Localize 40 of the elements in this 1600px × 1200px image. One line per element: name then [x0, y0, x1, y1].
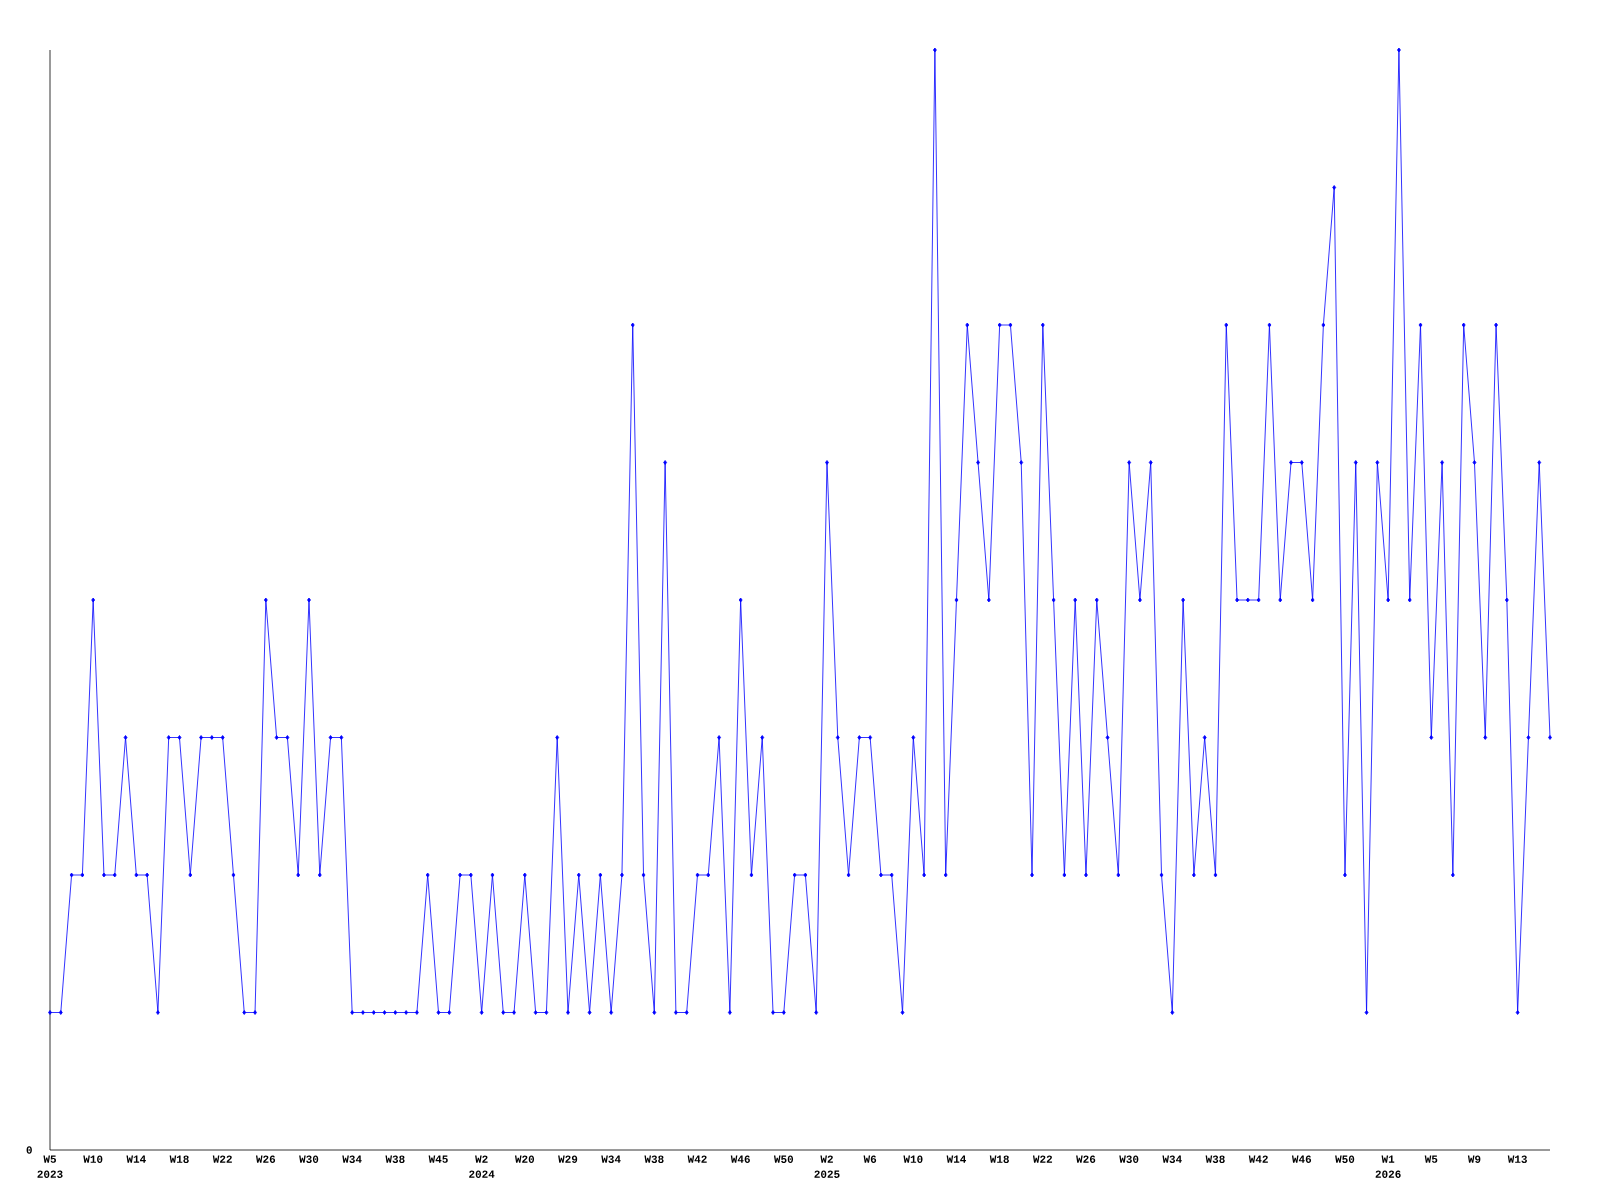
x-tick-label: W20	[514, 1155, 535, 1163]
x-tick-label: W34	[342, 1155, 362, 1163]
x-tick-label: W30	[1119, 1155, 1139, 1163]
x-tick-label: W14	[126, 1155, 146, 1163]
x-tick-label: W50	[773, 1155, 794, 1163]
x-tick-label: W46	[1291, 1155, 1312, 1163]
x-tick-label: W38	[1205, 1155, 1225, 1163]
text: 2024	[469, 1170, 495, 1178]
x-tick-label: W34	[1162, 1155, 1182, 1163]
x-tick-label: W22	[1032, 1155, 1053, 1163]
x-tick-label: W26	[1076, 1155, 1096, 1163]
x-tick-label: W18	[989, 1155, 1009, 1163]
x-tick-label: W10	[83, 1155, 103, 1163]
x-tick-label: W42	[687, 1155, 707, 1163]
x-tick-label: W5	[43, 1155, 56, 1163]
x-tick-label: W38	[644, 1155, 664, 1163]
x-tick-label: W30	[299, 1155, 319, 1163]
x-tick-label: W34	[601, 1155, 621, 1163]
x-tick-label: W22	[212, 1155, 232, 1163]
x-tick-label: W2	[475, 1155, 488, 1163]
x-tick-label: W45	[428, 1155, 448, 1163]
x-tick-label: W42	[1248, 1155, 1268, 1163]
x-tick-label: W6	[863, 1155, 877, 1163]
x-tick-label: W14	[946, 1155, 967, 1163]
x-tick-label: W10	[903, 1155, 923, 1163]
x-tick-label: W46	[730, 1155, 750, 1163]
text: 2026	[1375, 1170, 1401, 1178]
x-tick-label: W50	[1335, 1155, 1355, 1163]
x-tick-label: W29	[558, 1155, 578, 1163]
x-tick-label: W9	[1467, 1155, 1481, 1163]
text: 0	[26, 1146, 32, 1154]
x-tick-label: W13	[1507, 1155, 1527, 1163]
x-tick-label: W38	[385, 1155, 405, 1163]
x-tick-label: W2	[820, 1155, 833, 1163]
text: 2023	[37, 1170, 63, 1178]
x-tick-label: W5	[1424, 1155, 1438, 1163]
x-tick-label: W26	[255, 1155, 276, 1163]
text: 2025	[814, 1170, 840, 1178]
x-tick-label: W1	[1381, 1155, 1395, 1163]
x-tick-label: W18	[169, 1155, 189, 1163]
